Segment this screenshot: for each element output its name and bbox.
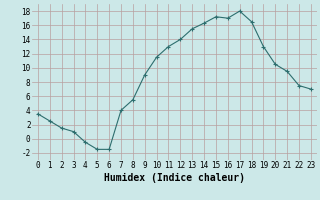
X-axis label: Humidex (Indice chaleur): Humidex (Indice chaleur) xyxy=(104,173,245,183)
